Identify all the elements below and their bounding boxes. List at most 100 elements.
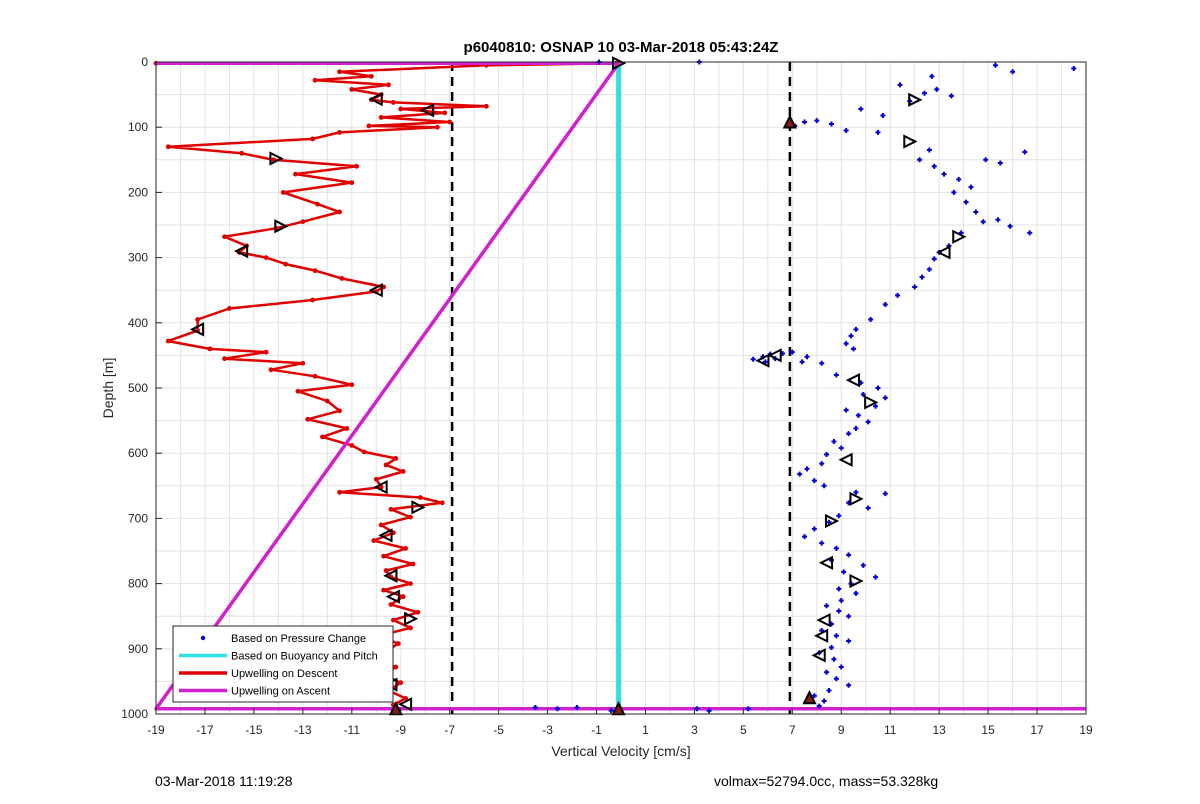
pressure-change-point	[838, 598, 844, 604]
descent-point	[354, 163, 360, 169]
legend-label: Based on Pressure Change	[231, 633, 366, 645]
x-tick-label: 7	[789, 723, 796, 737]
pressure-change-point	[1022, 149, 1028, 155]
legend-label: Upwelling on Ascent	[231, 686, 330, 698]
descent-point	[390, 100, 396, 105]
triangle-marker	[864, 395, 879, 410]
descent-point	[383, 568, 389, 573]
descent-point	[268, 367, 274, 373]
x-axis-label: Vertical Velocity [cm/s]	[551, 743, 690, 759]
descent-point	[398, 680, 404, 686]
pressure-change-point	[554, 706, 560, 712]
triangle-marker	[838, 452, 853, 467]
x-tick-label: 5	[740, 723, 747, 737]
x-tick-label: -1	[591, 723, 602, 737]
triangle-marker	[813, 628, 829, 643]
y-tick-label: 900	[128, 642, 148, 656]
pressure-change-point	[1010, 69, 1016, 75]
x-tick-label: -3	[542, 723, 553, 737]
pressure-change-point	[802, 119, 808, 125]
descent-point	[383, 462, 389, 468]
descent-point	[283, 261, 289, 267]
x-tick-label: 1	[642, 723, 649, 737]
descent-point	[207, 346, 213, 352]
pressure-change-point	[797, 471, 803, 477]
descent-point	[222, 234, 227, 240]
descent-point	[310, 297, 316, 303]
pressure-change-point	[821, 483, 827, 489]
descent-point	[417, 495, 423, 500]
descent-point	[222, 356, 227, 362]
descent-point	[378, 522, 384, 528]
pressure-change-point	[824, 452, 830, 458]
pressure-change-point	[819, 461, 825, 467]
pressure-change-point	[574, 704, 580, 710]
pressure-change-point	[833, 545, 839, 551]
pressure-change-point	[1007, 223, 1013, 229]
pressure-change-point	[802, 534, 808, 540]
pressure-change-point	[811, 478, 817, 484]
pressure-change-point	[912, 284, 918, 290]
descent-point	[349, 180, 355, 186]
descent-point	[312, 268, 318, 274]
descent-point	[393, 664, 399, 670]
x-tick-label: -17	[196, 723, 214, 737]
pressure-change-point	[608, 708, 614, 714]
legend-label: Upwelling on Descent	[231, 668, 337, 680]
descent-point	[349, 442, 355, 448]
pressure-change-point	[926, 266, 932, 272]
descent-point	[386, 82, 391, 88]
pressure-change-point	[833, 676, 839, 682]
descent-point	[371, 538, 377, 543]
descent-point	[483, 103, 489, 109]
pressure-change-point	[804, 354, 810, 360]
x-tick-label: -5	[493, 723, 504, 737]
pressure-change-point	[963, 199, 969, 205]
legend-label: Based on Buoyancy and Pitch	[231, 651, 378, 663]
pressure-change-point	[831, 438, 837, 444]
pressure-change-point	[875, 129, 881, 135]
legend-swatch	[200, 635, 206, 641]
y-tick-label: 600	[128, 446, 148, 460]
pressure-change-point	[816, 703, 822, 709]
x-tick-label: 11	[884, 723, 897, 737]
x-tick-label: -11	[344, 723, 361, 737]
pressure-change-point	[819, 540, 825, 546]
descent-point	[263, 349, 269, 355]
pressure-change-point	[694, 706, 700, 712]
descent-point	[315, 201, 320, 207]
pressure-change-point	[846, 638, 852, 644]
y-tick-label: 400	[128, 316, 148, 330]
y-tick-label: 100	[128, 120, 148, 134]
footer-timestamp: 03-Mar-2018 11:19:28	[155, 773, 293, 789]
pressure-change-point	[853, 425, 859, 431]
triangle-marker	[816, 612, 831, 628]
triangle-marker	[189, 322, 205, 337]
pressure-change-point	[980, 219, 986, 225]
descent-point	[381, 587, 387, 593]
triangle-marker	[378, 528, 393, 543]
descent-point	[393, 456, 399, 461]
pressure-change-point	[836, 608, 842, 614]
pressure-change-point	[973, 209, 979, 215]
descent-point	[337, 69, 342, 75]
pressure-change-point	[843, 407, 849, 413]
triangle-marker	[811, 648, 826, 663]
triangle-marker	[373, 479, 388, 495]
descent-point	[339, 276, 345, 281]
x-tick-label: 19	[1079, 723, 1093, 737]
pressure-change-point	[836, 513, 842, 519]
descent-point	[320, 434, 325, 440]
descent-point	[337, 489, 342, 495]
triangle-marker	[368, 283, 383, 298]
pressure-change-point	[821, 698, 827, 704]
descent-point	[398, 106, 404, 112]
descent-point	[388, 506, 394, 512]
descent-point	[337, 130, 342, 135]
pressure-change-point	[897, 82, 903, 88]
triangle-marker	[233, 243, 249, 259]
x-tick-label: -15	[245, 723, 263, 737]
descent-point	[366, 123, 372, 129]
pressure-change-point	[853, 489, 859, 495]
